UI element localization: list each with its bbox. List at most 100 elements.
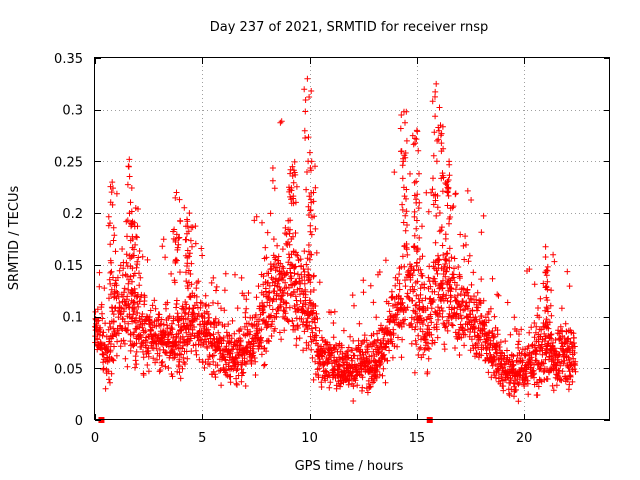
data-point <box>384 357 391 364</box>
data-point <box>180 354 187 361</box>
data-point <box>322 377 329 384</box>
data-point <box>450 274 457 281</box>
data-point <box>382 257 389 264</box>
data-point <box>121 340 128 347</box>
data-point <box>355 337 362 344</box>
data-point <box>183 236 190 243</box>
data-point <box>129 278 135 285</box>
data-point <box>412 302 419 309</box>
data-point <box>286 184 292 191</box>
data-point <box>231 330 238 337</box>
data-point <box>491 333 498 340</box>
data-point <box>431 129 438 136</box>
data-point <box>297 256 304 263</box>
data-point <box>471 293 477 300</box>
data-point <box>310 273 317 280</box>
data-point <box>283 231 290 238</box>
data-point <box>113 190 120 197</box>
data-point <box>478 313 485 319</box>
data-point <box>413 341 420 348</box>
data-point <box>288 275 295 282</box>
data-point <box>411 232 418 239</box>
data-point <box>168 270 175 277</box>
data-point <box>407 170 413 177</box>
data-point <box>491 313 498 320</box>
data-point <box>295 325 301 331</box>
data-point <box>412 310 419 317</box>
data-point <box>106 295 112 302</box>
data-point <box>130 272 137 279</box>
data-point <box>397 125 404 132</box>
data-point <box>243 305 250 312</box>
data-point <box>446 258 453 264</box>
data-point <box>260 309 267 316</box>
data-point <box>243 344 250 351</box>
data-point <box>275 307 282 314</box>
data-point <box>179 333 186 340</box>
data-point <box>571 343 578 350</box>
data-point <box>411 179 418 186</box>
data-point <box>403 208 410 215</box>
data-point <box>308 231 315 238</box>
data-point <box>287 269 294 276</box>
grid-layer <box>95 58 610 420</box>
data-point <box>119 246 126 252</box>
data-point <box>387 318 393 325</box>
data-point <box>350 383 357 390</box>
data-point <box>131 223 138 230</box>
data-point <box>291 270 298 277</box>
x-tick-label: 15 <box>409 431 426 446</box>
data-point <box>531 320 538 326</box>
data-point <box>413 292 420 299</box>
data-point <box>289 317 296 324</box>
data-point <box>187 322 194 329</box>
data-point <box>125 320 132 327</box>
data-point <box>307 288 314 295</box>
data-point <box>151 297 158 304</box>
data-point <box>184 247 191 254</box>
data-point <box>199 252 206 259</box>
data-point <box>426 326 433 333</box>
data-point <box>451 265 457 272</box>
data-point <box>261 304 268 310</box>
data-point <box>184 223 191 230</box>
data-point <box>206 314 213 321</box>
data-point <box>278 303 284 310</box>
data-point <box>461 256 468 263</box>
data-point <box>107 379 113 386</box>
data-point <box>130 311 137 318</box>
data-point <box>307 207 314 214</box>
data-point <box>572 368 579 375</box>
data-point <box>193 351 200 358</box>
data-point <box>571 340 577 346</box>
data-point <box>396 286 403 293</box>
data-point <box>192 223 199 230</box>
data-point <box>548 312 555 319</box>
data-point <box>445 192 452 199</box>
data-point <box>402 212 409 219</box>
data-point <box>268 312 275 319</box>
data-point <box>565 335 572 342</box>
data-point <box>391 319 398 326</box>
data-point <box>428 305 435 312</box>
data-point <box>102 385 109 392</box>
data-point <box>196 356 203 363</box>
data-point <box>239 370 246 377</box>
data-point <box>564 336 571 343</box>
data-point <box>105 343 112 350</box>
data-point <box>120 265 127 272</box>
data-point <box>260 273 267 280</box>
data-point <box>252 358 259 365</box>
data-point <box>564 376 571 383</box>
data-point <box>203 301 210 308</box>
data-point <box>549 382 556 389</box>
data-point <box>144 362 151 368</box>
data-point <box>263 254 270 261</box>
data-point <box>144 256 151 263</box>
data-point <box>112 248 119 255</box>
data-point <box>123 259 130 266</box>
data-point <box>491 372 498 379</box>
data-point <box>405 294 412 301</box>
data-point <box>412 323 419 330</box>
data-point <box>465 305 471 312</box>
